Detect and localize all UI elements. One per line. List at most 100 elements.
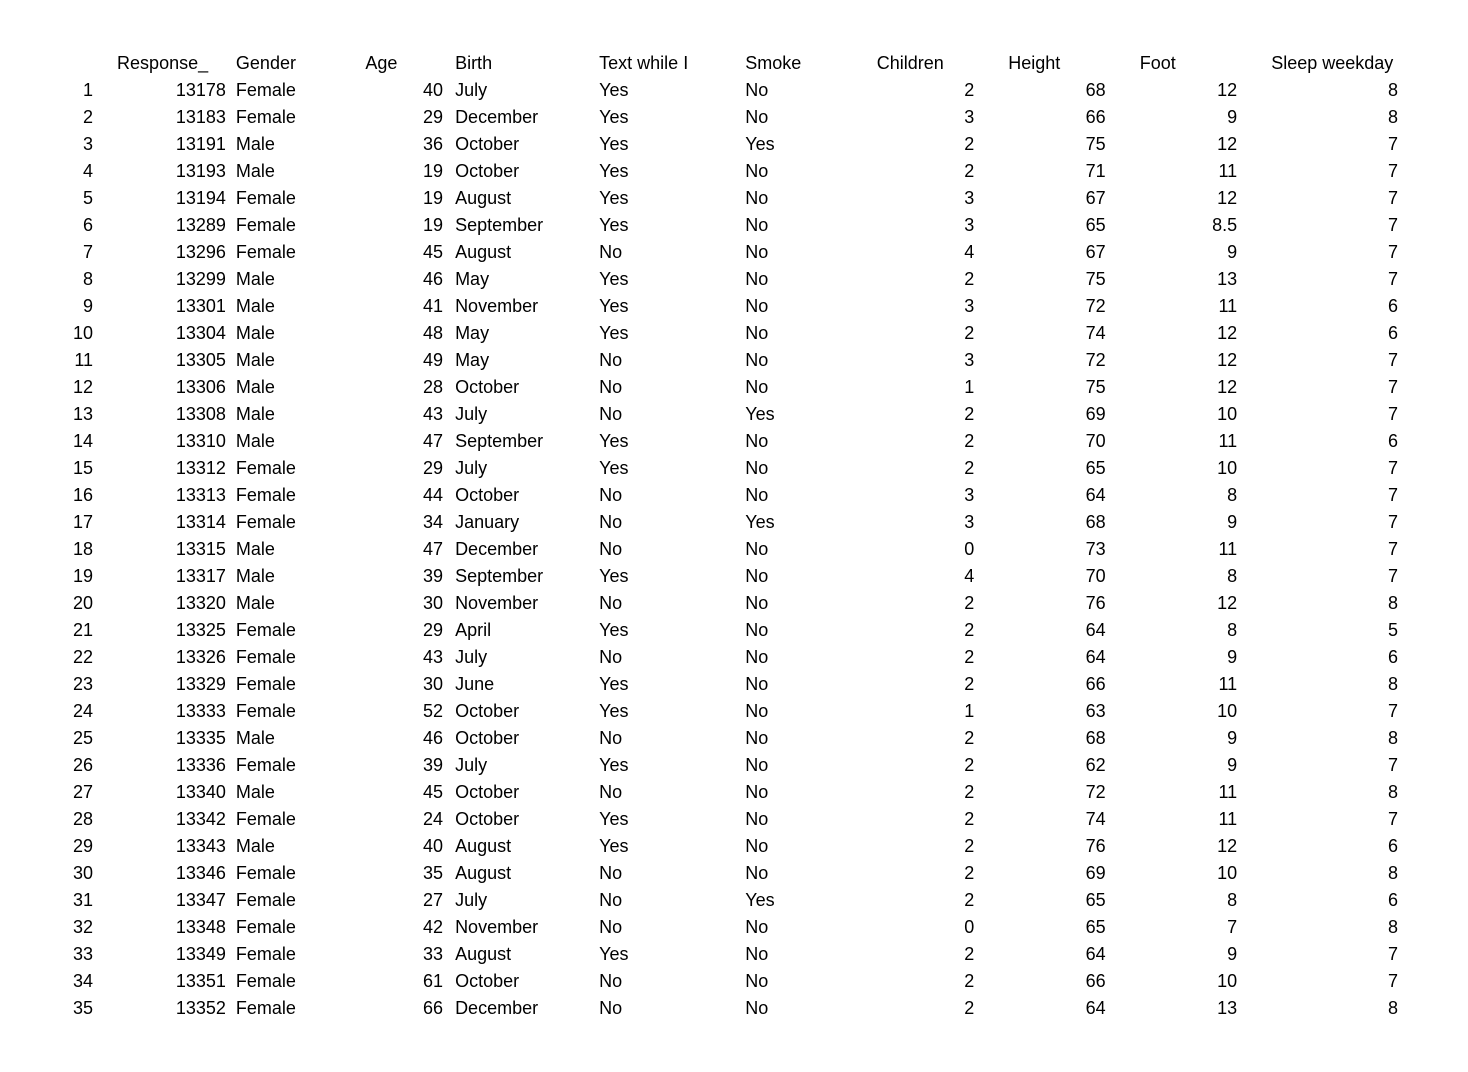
- table-cell: 33: [40, 941, 113, 968]
- table-cell: 65: [1004, 455, 1135, 482]
- table-cell: No: [741, 347, 872, 374]
- table-cell: Yes: [741, 509, 872, 536]
- table-cell: No: [741, 725, 872, 752]
- table-row: 213183Female29DecemberYesNo36698: [40, 104, 1428, 131]
- table-cell: No: [595, 725, 741, 752]
- table-cell: 8: [1267, 77, 1428, 104]
- table-cell: No: [741, 77, 872, 104]
- table-cell: 3: [873, 185, 1004, 212]
- table-cell: 13: [1136, 266, 1267, 293]
- table-cell: 3: [873, 347, 1004, 374]
- data-table-container: Response_GenderAgeBirthText while ISmoke…: [40, 50, 1428, 1022]
- table-cell: 7: [1267, 968, 1428, 995]
- table-cell: 2: [873, 77, 1004, 104]
- column-header: [40, 50, 113, 77]
- table-cell: 65: [1004, 887, 1135, 914]
- table-cell: August: [449, 860, 595, 887]
- table-row: 3213348Female42NovemberNoNo06578: [40, 914, 1428, 941]
- table-cell: 12: [1136, 833, 1267, 860]
- table-row: 1313308Male43JulyNoYes269107: [40, 401, 1428, 428]
- table-cell: December: [449, 536, 595, 563]
- table-cell: Yes: [595, 185, 741, 212]
- table-cell: 7: [1267, 158, 1428, 185]
- table-header: Response_GenderAgeBirthText while ISmoke…: [40, 50, 1428, 77]
- table-row: 513194Female19AugustYesNo367127: [40, 185, 1428, 212]
- table-cell: 35: [361, 860, 449, 887]
- table-cell: September: [449, 428, 595, 455]
- table-cell: No: [595, 779, 741, 806]
- table-cell: 46: [361, 266, 449, 293]
- table-cell: 7: [1267, 401, 1428, 428]
- table-cell: Yes: [595, 752, 741, 779]
- table-cell: Yes: [595, 131, 741, 158]
- table-cell: 13326: [113, 644, 230, 671]
- table-cell: 6: [1267, 887, 1428, 914]
- table-cell: 8: [1267, 779, 1428, 806]
- table-cell: 8.5: [1136, 212, 1267, 239]
- table-cell: 13314: [113, 509, 230, 536]
- table-cell: 24: [40, 698, 113, 725]
- table-cell: 13299: [113, 266, 230, 293]
- table-cell: Female: [230, 104, 361, 131]
- table-row: 1213306Male28OctoberNoNo175127: [40, 374, 1428, 401]
- table-cell: No: [595, 914, 741, 941]
- table-cell: 5: [40, 185, 113, 212]
- table-cell: 64: [1004, 644, 1135, 671]
- table-row: 1713314Female34JanuaryNoYes36897: [40, 509, 1428, 536]
- table-cell: Yes: [595, 293, 741, 320]
- table-cell: No: [741, 320, 872, 347]
- table-cell: 12: [1136, 320, 1267, 347]
- table-cell: 52: [361, 698, 449, 725]
- table-cell: 10: [1136, 968, 1267, 995]
- column-header: Smoke: [741, 50, 872, 77]
- table-cell: 7: [1267, 212, 1428, 239]
- table-cell: May: [449, 266, 595, 293]
- table-cell: 5: [1267, 617, 1428, 644]
- table-cell: Male: [230, 428, 361, 455]
- column-header: Children: [873, 50, 1004, 77]
- table-cell: August: [449, 833, 595, 860]
- table-cell: 2: [873, 617, 1004, 644]
- table-cell: 11: [1136, 671, 1267, 698]
- table-cell: 8: [1267, 860, 1428, 887]
- table-cell: 9: [1136, 941, 1267, 968]
- table-cell: 68: [1004, 77, 1135, 104]
- table-cell: Male: [230, 158, 361, 185]
- table-cell: 13352: [113, 995, 230, 1022]
- table-cell: 10: [1136, 860, 1267, 887]
- table-cell: 9: [1136, 509, 1267, 536]
- table-cell: Yes: [595, 212, 741, 239]
- table-cell: 13296: [113, 239, 230, 266]
- table-cell: 13191: [113, 131, 230, 158]
- table-cell: No: [741, 185, 872, 212]
- table-cell: July: [449, 455, 595, 482]
- table-cell: 69: [1004, 860, 1135, 887]
- table-cell: 61: [361, 968, 449, 995]
- table-cell: 27: [361, 887, 449, 914]
- table-cell: 64: [1004, 941, 1135, 968]
- table-cell: Male: [230, 563, 361, 590]
- table-cell: 13349: [113, 941, 230, 968]
- table-cell: Female: [230, 860, 361, 887]
- table-row: 2313329Female30JuneYesNo266118: [40, 671, 1428, 698]
- table-cell: 13343: [113, 833, 230, 860]
- table-cell: 13178: [113, 77, 230, 104]
- table-cell: 49: [361, 347, 449, 374]
- table-cell: 3: [873, 293, 1004, 320]
- table-cell: 24: [361, 806, 449, 833]
- table-cell: 11: [1136, 158, 1267, 185]
- table-row: 313191Male36OctoberYesYes275127: [40, 131, 1428, 158]
- column-header: Response_: [113, 50, 230, 77]
- table-cell: No: [741, 833, 872, 860]
- table-cell: 10: [1136, 698, 1267, 725]
- table-cell: 7: [1136, 914, 1267, 941]
- table-cell: 47: [361, 428, 449, 455]
- table-cell: 72: [1004, 293, 1135, 320]
- table-row: 1813315Male47DecemberNoNo073117: [40, 536, 1428, 563]
- table-cell: 13183: [113, 104, 230, 131]
- table-cell: 2: [873, 158, 1004, 185]
- table-cell: 6: [1267, 428, 1428, 455]
- table-cell: Female: [230, 77, 361, 104]
- table-row: 713296Female45AugustNoNo46797: [40, 239, 1428, 266]
- table-cell: 1: [40, 77, 113, 104]
